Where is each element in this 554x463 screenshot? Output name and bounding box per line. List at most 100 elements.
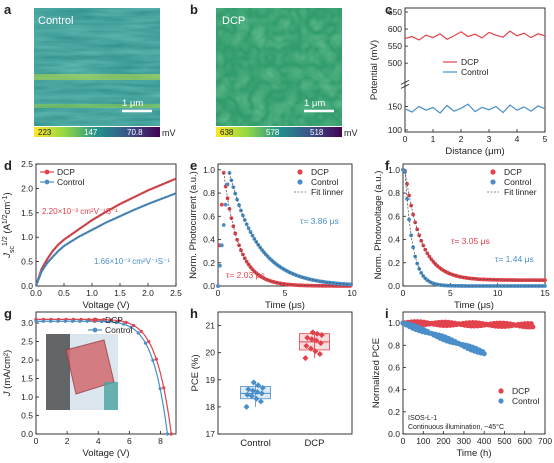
annotation-e-control: τ= 3.86 μs (300, 216, 339, 226)
legend-f-fit: Fit linner (504, 187, 537, 197)
x-tick-label-c: 3 (487, 134, 492, 144)
plot-frame-c (404, 7, 546, 133)
y-tick-label-f: 0.4 (388, 235, 400, 245)
x-axis-label-i: Time (h) (456, 448, 491, 459)
y-tick-label-g: 1.5 (21, 374, 33, 384)
data-point-h (313, 337, 320, 344)
category-label-control: Control (240, 438, 271, 449)
y-tick-label-d: 1.5 (21, 208, 33, 218)
panel-label-h: h (190, 306, 198, 321)
photo-person (46, 334, 70, 410)
x-tick-label-d: 2.5 (170, 288, 182, 298)
x-tick-label-d: 0.5 (58, 288, 70, 298)
data-point-f (543, 278, 547, 283)
legend-g-dcp: DCP (105, 315, 123, 325)
panel-e: e 0 5 10 0.0 0.2 0.4 0.6 0.8 1.0 Time (μs) DCPContr… (188, 158, 357, 311)
y-axis-label-h: PCE (%) (190, 355, 201, 392)
x-tick-label-g: 0 (34, 436, 39, 446)
x-tick-label-i: 200 (436, 436, 450, 446)
legend-e-dcp-swatch (297, 169, 303, 175)
y-tick-label-i: 0.6 (388, 362, 400, 372)
legend-g-dcp-marker (92, 317, 98, 323)
series-line-d-dcp (34, 177, 177, 287)
y-tick-label-h: 21 (206, 321, 216, 331)
data-point-e (246, 226, 251, 231)
x-tick-label-i: 0 (401, 436, 406, 446)
data-point-i (481, 350, 487, 357)
data-point-h (303, 342, 310, 349)
x-tick-label-g: 6 (127, 436, 132, 446)
data-point-h (316, 351, 323, 358)
panel-label-d: d (4, 158, 12, 173)
x-axis-label-d: Voltage (V) (83, 300, 130, 311)
y-tick-label-i: 0.8 (388, 340, 400, 350)
afm-bright-band-2 (34, 104, 160, 108)
x-tick-label-d: 1.5 (114, 288, 126, 298)
data-point-h (314, 330, 321, 337)
data-point-h (307, 345, 314, 352)
data-point-h (250, 379, 257, 386)
x-tick-label-i: 700 (538, 436, 552, 446)
x-axis-label-c: Distance (μm) (445, 146, 504, 157)
data-point-h (259, 384, 266, 391)
legend-d-control: Control (57, 177, 85, 187)
x-tick-label-f: 15 (540, 288, 550, 298)
legend-c-dcp: DCP (461, 57, 479, 67)
fit-line-d-control (35, 192, 177, 287)
legend-e-control: Control (311, 177, 339, 187)
y-tick-label-d: 0.0 (21, 281, 33, 291)
annotation-d-control: 1.66×10⁻³ cm²V⁻¹S⁻¹ (94, 257, 170, 266)
y-tick-label-c: 550 (388, 41, 402, 51)
y-tick-label-d: 1.0 (21, 232, 33, 242)
y-tick-label-g: 3.0 (21, 318, 33, 328)
colorbar-a-min: 70.8 (127, 128, 143, 137)
y-tick-label-c: 500 (388, 58, 402, 68)
data-point-e (237, 203, 241, 208)
data-point-h (257, 398, 264, 405)
data-point-e (233, 231, 238, 236)
y-tick-label-g: 0.5 (21, 411, 33, 421)
axis-break-mark-1 (400, 80, 410, 85)
data-point-e (240, 213, 245, 218)
y-tick-label-g: 2.0 (21, 355, 33, 365)
y-tick-label-h: 18 (206, 402, 216, 412)
data-point-e (219, 202, 224, 207)
y-tick-label-e: 0.2 (203, 258, 215, 268)
legend-d-control-marker (44, 179, 50, 185)
y-tick-label-d: 0.5 (21, 257, 33, 267)
annotation-f-dcp: τ= 3.05 μs (451, 236, 490, 246)
y-tick-label-c: 650 (388, 7, 402, 17)
legend-d-dcp: DCP (57, 167, 75, 177)
y-tick-label-f: 0.2 (388, 258, 400, 268)
data-point-h (254, 388, 261, 395)
legend-c-control: Control (461, 67, 489, 77)
data-point-h (258, 390, 265, 397)
data-point-h (318, 332, 325, 339)
legend-d-dcp-marker (44, 169, 50, 175)
data-point-h (317, 340, 324, 347)
y-tick-label-i: 1.0 (388, 318, 400, 328)
data-point-e (218, 263, 222, 268)
afm-title-dcp: DCP (222, 15, 245, 27)
photo-glove (104, 382, 118, 410)
x-tick-label-c: 5 (543, 134, 548, 144)
data-point-h (253, 395, 260, 402)
category-label-dcp: DCP (304, 438, 324, 449)
legend-i-control: Control (512, 396, 540, 406)
data-point-e (223, 202, 228, 207)
y-tick-label-h: 20 (206, 348, 216, 358)
data-point-h (304, 334, 311, 341)
data-point-e (235, 197, 240, 202)
fit-line-d-dcp (35, 178, 177, 287)
colorbar-b-unit: mV (344, 128, 358, 138)
x-tick-label-e: 10 (347, 288, 357, 298)
x-tick-label-g: 8 (158, 436, 163, 446)
y-tick-label-g: 0.0 (21, 429, 33, 439)
y-tick-label-e: 0.8 (203, 188, 215, 198)
y-tick-label-e: 0.0 (203, 281, 215, 291)
x-tick-label-d: 0.0 (30, 288, 42, 298)
data-point-e (225, 182, 230, 187)
x-tick-label-d: 2.0 (142, 288, 154, 298)
y-tick-label-c: 100 (388, 125, 402, 135)
